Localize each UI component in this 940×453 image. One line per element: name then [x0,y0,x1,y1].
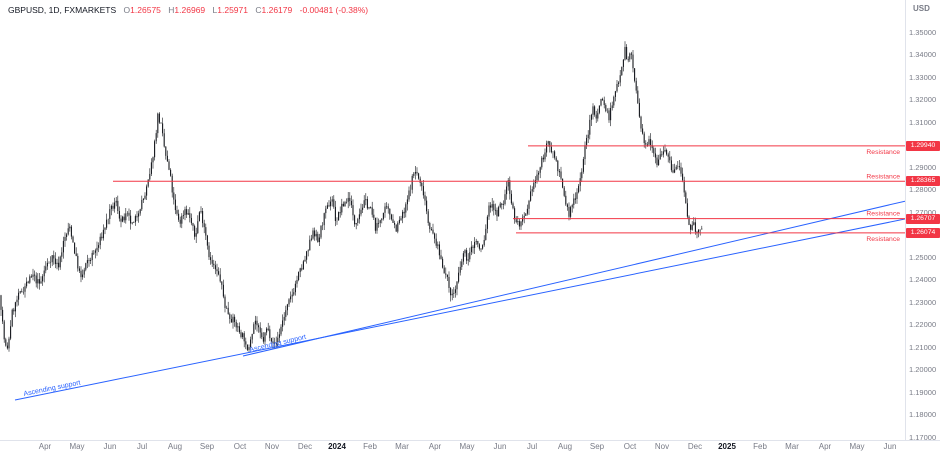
high-label: H [168,5,175,15]
price-axis[interactable]: USD 1.35000 1.34000 1.33000 1.32000 1.31000 1… [905,0,940,442]
close-value: 1.26179 [261,5,293,15]
time-tick: Jul [526,442,538,451]
price-level-tag[interactable]: 1.26707 [906,213,940,224]
resistance-label: Resistance [866,173,900,180]
open-value: 1.26575 [130,5,161,15]
time-tick: Mar [785,442,799,451]
low-label: L [212,5,218,15]
time-tick: Mar [395,442,409,451]
time-tick: Dec [687,442,703,451]
price-tick: 1.17000 [909,432,937,442]
time-tick: Apr [38,442,52,451]
time-tick: Nov [654,442,670,451]
time-tick: Jul [136,442,148,451]
time-tick: Feb [753,442,767,451]
time-tick: Sep [199,442,215,451]
price-tick: 1.35000 [909,27,937,37]
high-value: 1.26969 [174,5,206,15]
open-label: O [123,5,131,15]
time-tick: 2024 [328,442,346,451]
price-level-tag[interactable]: 1.26074 [906,227,940,238]
time-axis[interactable]: Apr May Jun Jul Aug Sep Oct Nov Dec 2024 Feb Mar Apr… [0,440,940,453]
time-tick: 2025 [718,442,736,451]
price-tick: 1.19000 [909,387,937,397]
symbol-title[interactable]: GBPUSD, 1D, FXMARKETS [8,5,117,15]
price-tick: 1.23000 [909,297,937,307]
price-tick: 1.21000 [909,342,937,352]
time-tick: Jun [883,442,897,451]
time-tick: Dec [297,442,313,451]
candlestick-series [0,41,703,353]
time-tick: Nov [264,442,280,451]
price-tick: 1.18000 [909,410,937,419]
time-tick: May [69,442,85,451]
time-tick: Aug [167,442,183,451]
price-tick: 1.22000 [909,320,937,329]
time-tick: Oct [233,442,247,451]
price-tick: 1.34000 [909,50,937,59]
time-tick: Oct [623,442,637,451]
price-tick: 1.33000 [909,72,937,82]
resistance-label: Resistance [866,236,900,243]
price-tick: 1.28000 [909,185,937,194]
price-tick: 1.25000 [909,252,937,262]
resistance-lines[interactable]: Resistance Resistance Resistance Resistance [113,145,905,243]
price-tick: 1.24000 [909,275,937,284]
price-tick: 1.31000 [909,117,937,127]
time-tick: Aug [557,442,573,451]
close-label: C [255,5,262,15]
resistance-label: Resistance [866,211,900,218]
price-tick: 1.27000 [909,207,937,217]
time-tick: Apr [818,442,832,451]
price-tick: 1.20000 [909,365,937,374]
time-tick: Sep [589,442,605,451]
time-tick: Feb [363,442,377,451]
price-level-tag[interactable]: 1.29940 [906,140,940,151]
price-tick: 1.32000 [909,95,937,104]
time-tick: Apr [428,442,442,451]
chart-canvas[interactable]: Ascending support Ascending support Resist… [0,0,905,440]
price-level-tag[interactable]: 1.28365 [906,176,940,187]
time-tick: Jun [103,442,117,451]
low-value: 1.25971 [217,5,248,15]
time-tick: Jun [493,442,507,451]
resistance-label: Resistance [866,149,900,156]
price-tick: 1.29000 [909,162,937,172]
symbol-legend[interactable]: GBPUSD, 1D, FXMARKETS O1.26575 H1.26969 … [8,5,368,15]
currency-label: USD [913,4,930,13]
time-tick: May [849,442,865,451]
change-value: -0.00481 (-0.38%) [299,5,369,15]
time-tick: May [459,442,475,451]
